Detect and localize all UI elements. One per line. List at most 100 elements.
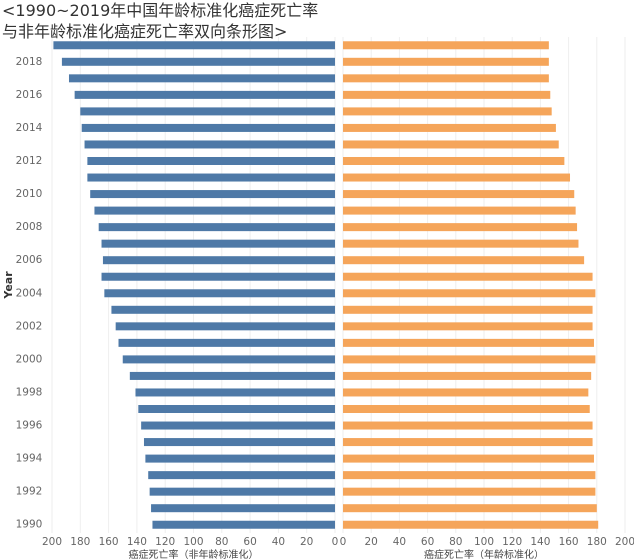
bar bbox=[98, 223, 335, 232]
bar bbox=[101, 272, 336, 281]
y-tick-label: 2000 bbox=[16, 353, 43, 365]
bar bbox=[343, 173, 571, 182]
bar bbox=[135, 388, 335, 397]
x-tick-label: 60 bbox=[421, 536, 434, 548]
bar bbox=[129, 371, 335, 380]
x-tick-label: 120 bbox=[155, 536, 175, 548]
bar bbox=[118, 338, 335, 347]
x-tick-label: 40 bbox=[272, 536, 285, 548]
bar bbox=[138, 405, 335, 413]
bar bbox=[111, 305, 336, 314]
bar bbox=[343, 322, 593, 331]
bar bbox=[151, 504, 335, 513]
x-tick-label: 0 bbox=[340, 536, 347, 548]
bar bbox=[343, 239, 579, 248]
x-tick-label: 160 bbox=[559, 536, 579, 548]
y-tick-label: 2002 bbox=[16, 320, 43, 332]
bar bbox=[343, 157, 565, 165]
bar bbox=[94, 206, 335, 215]
y-tick-label: 1990 bbox=[16, 519, 43, 531]
x-tick-label: 140 bbox=[127, 536, 147, 548]
bar bbox=[74, 90, 335, 99]
bar bbox=[343, 206, 576, 215]
y-tick-label: 2012 bbox=[16, 155, 43, 167]
x-tick-label: 200 bbox=[615, 536, 634, 548]
bar bbox=[343, 454, 594, 463]
y-tick-label: 2006 bbox=[16, 254, 43, 266]
x-tick-label: 80 bbox=[449, 536, 462, 548]
x-tick-label: 140 bbox=[530, 536, 550, 548]
bar bbox=[152, 520, 335, 529]
x-axis-label: 癌症死亡率（非年龄标准化） bbox=[129, 548, 259, 559]
bar bbox=[104, 289, 335, 298]
x-tick-label: 200 bbox=[42, 536, 62, 548]
x-tick-label: 20 bbox=[365, 536, 378, 548]
x-tick-label: 180 bbox=[70, 536, 90, 548]
bar bbox=[343, 355, 596, 364]
chart-title: <1990~2019年中国年龄标准化癌症死亡率与非年龄标准化癌症死亡率双向条形图… bbox=[2, 1, 319, 41]
bar bbox=[343, 438, 593, 447]
bar bbox=[343, 41, 549, 50]
bar bbox=[145, 454, 335, 463]
bar bbox=[343, 487, 596, 496]
x-tick-label: 0 bbox=[332, 536, 339, 548]
y-tick-label: 2004 bbox=[16, 287, 43, 299]
x-tick-label: 100 bbox=[183, 536, 203, 548]
y-tick-label: 1992 bbox=[16, 486, 43, 498]
y-tick-label: 2008 bbox=[16, 221, 43, 233]
bar bbox=[343, 57, 549, 66]
bar bbox=[343, 421, 593, 430]
bar bbox=[343, 371, 592, 380]
bar bbox=[102, 256, 335, 265]
y-tick-label: 2016 bbox=[16, 89, 43, 101]
bar bbox=[143, 438, 335, 447]
bar bbox=[141, 421, 335, 430]
bar bbox=[80, 107, 335, 116]
bar bbox=[81, 123, 335, 132]
bar bbox=[149, 487, 335, 496]
x-tick-label: 120 bbox=[502, 536, 522, 548]
x-tick-label: 20 bbox=[300, 536, 313, 548]
bar bbox=[115, 322, 335, 331]
bar bbox=[87, 157, 335, 165]
bar bbox=[53, 41, 335, 50]
bar bbox=[343, 405, 590, 413]
bar bbox=[61, 57, 335, 66]
y-tick-label: 2010 bbox=[16, 188, 43, 200]
bar bbox=[68, 74, 335, 83]
bar bbox=[343, 388, 589, 397]
x-tick-label: 180 bbox=[587, 536, 607, 548]
x-tick-label: 100 bbox=[474, 536, 494, 548]
bar bbox=[101, 239, 336, 248]
bar bbox=[148, 471, 335, 480]
x-tick-label: 60 bbox=[243, 536, 256, 548]
bar bbox=[343, 256, 585, 265]
bar bbox=[343, 504, 597, 513]
bar bbox=[343, 190, 575, 199]
y-tick-label: 1998 bbox=[16, 386, 43, 398]
x-tick-label: 80 bbox=[215, 536, 228, 548]
y-tick-label: 1996 bbox=[16, 420, 43, 432]
x-tick-label: 40 bbox=[393, 536, 406, 548]
bar bbox=[343, 305, 593, 314]
bar bbox=[343, 272, 593, 281]
bar bbox=[343, 520, 599, 529]
y-tick-label: 2018 bbox=[16, 56, 43, 68]
bar bbox=[343, 289, 596, 298]
bar bbox=[343, 123, 556, 132]
bar bbox=[90, 190, 335, 199]
bar bbox=[343, 338, 594, 347]
bar bbox=[343, 90, 551, 99]
y-tick-label: 2014 bbox=[16, 122, 43, 134]
x-tick-label: 160 bbox=[99, 536, 119, 548]
bar bbox=[343, 140, 559, 149]
bar bbox=[343, 74, 549, 83]
bar bbox=[343, 471, 596, 480]
bar bbox=[122, 355, 335, 364]
bar bbox=[87, 173, 335, 182]
x-axis-label: 癌症死亡率（年龄标准化） bbox=[424, 548, 544, 559]
bar bbox=[343, 223, 578, 232]
bar bbox=[84, 140, 335, 149]
